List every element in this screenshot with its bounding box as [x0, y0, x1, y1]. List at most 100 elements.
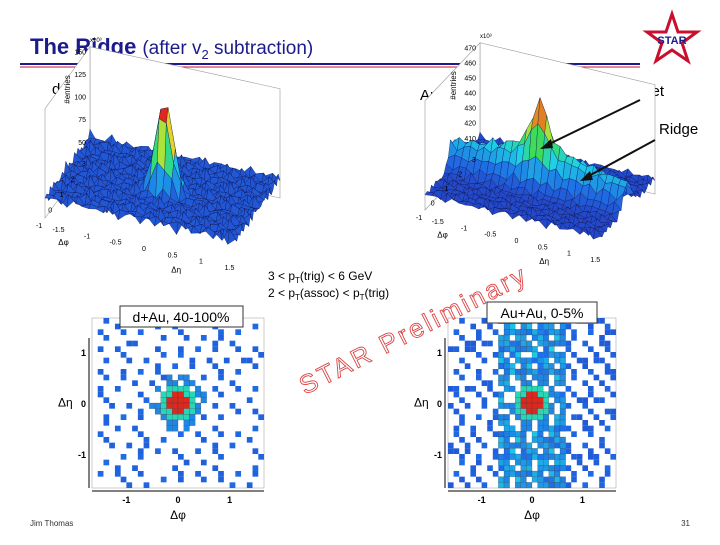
hist-cell: [521, 409, 527, 415]
hist-cell: [554, 392, 560, 398]
hist-cell: [538, 437, 544, 443]
title-sub: (after v: [142, 38, 202, 59]
hist-cell: [515, 409, 521, 415]
hist-cell: [566, 465, 572, 471]
hist-cell: [560, 465, 566, 471]
hist-cell: [235, 409, 241, 415]
hist-cell: [554, 414, 560, 420]
hist-cell: [487, 465, 493, 471]
hist-cell: [470, 471, 476, 477]
hist-cell: [167, 426, 173, 432]
hist-cell: [560, 426, 566, 432]
hist-cell: [515, 414, 521, 420]
hist-cell: [161, 375, 167, 381]
hist-cell: [588, 471, 594, 477]
hist-cell: [235, 346, 241, 352]
hist-cell: [571, 431, 577, 437]
hist-cell: [115, 465, 121, 471]
hist-cell: [487, 386, 493, 392]
hist-cell: [571, 369, 577, 375]
hist-cell: [526, 414, 532, 420]
hist-cell: [454, 392, 460, 398]
hist-cell: [532, 471, 538, 477]
hist-cell: [504, 380, 510, 386]
hist-cell: [521, 386, 527, 392]
hist-cell: [476, 329, 482, 335]
cut-trig: 3 < pT(trig) < 6 GeV: [268, 269, 372, 285]
hist-cell: [218, 471, 224, 477]
hist-cell: [498, 465, 504, 471]
hist-cell: [610, 352, 616, 358]
hist-cell: [605, 386, 611, 392]
hist-cell: [599, 420, 605, 426]
y-tick-label: 440: [464, 91, 476, 98]
hist-cell: [549, 448, 555, 454]
hist-cell: [599, 341, 605, 347]
hist-cell: [515, 369, 521, 375]
hist-cell: [235, 369, 241, 375]
hist-cell: [571, 414, 577, 420]
hist-cell: [498, 431, 504, 437]
hist-cell: [184, 397, 190, 403]
x-tick-label: -1: [478, 495, 486, 505]
hist-cell: [582, 403, 588, 409]
hist-cell: [554, 375, 560, 381]
hist-cell: [504, 431, 510, 437]
hist-cell: [465, 443, 471, 449]
hist-cell: [538, 329, 544, 335]
hist-cell: [493, 454, 499, 460]
hist-cell: [201, 392, 207, 398]
hist-cell: [138, 454, 144, 460]
hist-cell: [138, 329, 144, 335]
hist-cell: [493, 409, 499, 415]
hist-cell: [454, 329, 460, 335]
hist-cell: [610, 454, 616, 460]
hist-cell: [549, 454, 555, 460]
hist-cell: [487, 420, 493, 426]
hist-cell: [554, 352, 560, 358]
hist-cell: [605, 324, 611, 330]
hist-cell: [560, 358, 566, 364]
hist-cell: [510, 346, 516, 352]
hist-cell: [571, 392, 577, 398]
hist-cell: [526, 358, 532, 364]
hist-cell: [144, 358, 150, 364]
hist-cell: [212, 465, 218, 471]
hist-cell: [465, 341, 471, 347]
hist-cell: [172, 414, 178, 420]
hist-cell: [510, 454, 516, 460]
hist-cell: [253, 465, 259, 471]
hist-cell: [258, 352, 264, 358]
hist-cell: [582, 443, 588, 449]
hist-cell: [515, 375, 521, 381]
hist-cell: [566, 386, 572, 392]
hist-cell: [253, 386, 259, 392]
hist-cell: [532, 448, 538, 454]
hist-cell: [207, 358, 213, 364]
y-axis-label: #entries: [63, 75, 72, 103]
hist-cell: [144, 397, 150, 403]
hist-cell: [504, 375, 510, 381]
y-exponent: x10³: [90, 38, 102, 44]
hist-cell: [498, 454, 504, 460]
hist-cell: [465, 403, 471, 409]
hist-cell: [599, 482, 605, 488]
hist-cell: [549, 329, 555, 335]
hist-cell: [504, 443, 510, 449]
hist-cell: [178, 471, 184, 477]
hist-cell: [470, 426, 476, 432]
page-number: 31: [681, 519, 690, 528]
hist-cell: [543, 363, 549, 369]
hist-cell: [487, 341, 493, 347]
hist-cell: [549, 437, 555, 443]
hist-cell: [218, 329, 224, 335]
hist-cell: [549, 324, 555, 330]
hist-cell: [103, 358, 109, 364]
hist-cell: [454, 346, 460, 352]
hist-cell: [178, 397, 184, 403]
hist-cell: [98, 392, 104, 398]
hist-cell: [599, 335, 605, 341]
hist-cell: [521, 437, 527, 443]
title-subscript: 2: [201, 47, 208, 62]
hist-cell: [172, 363, 178, 369]
